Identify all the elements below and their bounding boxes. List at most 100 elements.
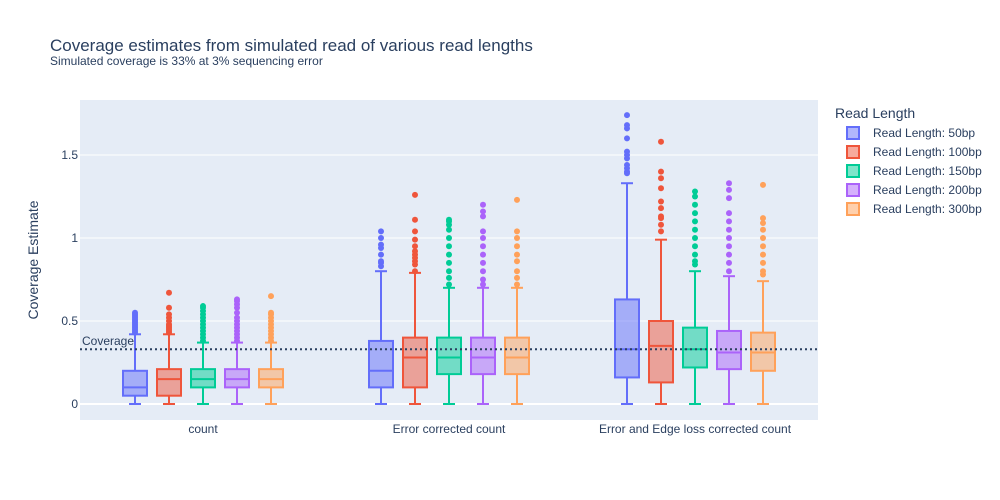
outlier-point [514,268,520,275]
outlier-point [234,296,240,303]
outlier-point [514,258,520,265]
outlier-point [166,304,172,311]
box-body [648,320,674,384]
outlier-point [446,243,452,250]
outlier-point [480,251,486,258]
outlier-point [480,213,486,220]
outlier-point [378,258,384,265]
outlier-point [412,236,418,243]
outlier-point [480,281,486,288]
box [122,309,148,405]
x-tick-label: Error corrected count [393,422,506,436]
legend-label: Read Length: 150bp [873,164,982,178]
outlier-point [446,226,452,233]
outlier-point [726,251,732,258]
legend-label: Read Length: 50bp [873,126,975,140]
outlier-point [446,281,452,288]
legend-swatch [846,145,860,159]
legend-item[interactable]: Read Length: 300bp [846,202,982,216]
box [648,138,674,405]
outlier-point [514,274,520,281]
outlier-point [692,193,698,200]
coverage-label: Coverage [82,334,134,348]
outlier-point [692,210,698,217]
outlier-point [658,205,664,212]
outlier-point [446,235,452,241]
outlier-point [692,226,698,233]
box [190,303,216,405]
outlier-point [692,243,698,250]
outlier-point [480,243,486,250]
outlier-point [726,243,732,250]
coverage-reference: Coverage [80,334,818,351]
outlier-point [726,186,732,193]
outlier-point [268,293,274,300]
box-body [402,336,428,389]
legend-item[interactable]: Read Length: 200bp [846,183,982,197]
outlier-point [692,251,698,258]
outlier-point [514,281,520,288]
box [368,228,394,405]
outlier-point [658,198,664,205]
legend-label: Read Length: 200bp [873,183,982,197]
outlier-point [412,268,418,275]
box [224,296,250,405]
chart-subtitle: Simulated coverage is 33% at 3% sequenci… [50,54,323,68]
outlier-point [658,185,664,192]
outlier-point [726,259,732,266]
box-series [122,112,640,405]
outlier-point [132,309,138,316]
outlier-point [624,148,630,155]
outlier-point [514,251,520,258]
legend-swatch [846,183,860,197]
box-body [368,339,394,389]
outlier-point [658,175,664,182]
outlier-point [692,235,698,241]
outlier-point [268,309,274,316]
legend-label: Read Length: 300bp [873,202,982,216]
outlier-point [446,259,452,266]
outlier-point [760,268,766,275]
box-traces[interactable] [122,112,776,405]
legend-item[interactable]: Read Length: 100bp [846,145,982,159]
box-body [614,298,640,379]
outlier-point [658,138,664,145]
outlier-point [412,248,418,255]
box [750,181,776,405]
outlier-point [692,258,698,265]
box-body [122,369,148,397]
outlier-point [378,228,384,235]
outlier-point [760,259,766,266]
outlier-point [658,228,664,235]
outlier-point [166,311,172,318]
outlier-point [446,268,452,275]
outlier-point [726,268,732,275]
outlier-point [514,243,520,250]
outlier-point [446,274,452,281]
legend-swatch [846,164,860,178]
outlier-point [412,228,418,235]
y-axis-title: Coverage Estimate [25,200,41,319]
x-axis-ticks: count Error corrected count Error and Edge… [188,422,791,436]
box [402,191,428,405]
box-series [156,138,674,405]
outlier-point [480,201,486,208]
legend-item[interactable]: Read Length: 50bp [846,126,975,140]
box [614,112,640,405]
outlier-point [726,180,732,187]
outlier-point [412,243,418,250]
outlier-point [378,251,384,258]
outlier-point [760,181,766,188]
outlier-point [726,195,732,202]
legend[interactable]: Read Length Read Length: 50bp Read Length… [835,105,982,216]
outlier-point [514,228,520,235]
outlier-point [692,218,698,225]
outlier-point [624,135,630,142]
box-body [156,368,182,397]
legend-item[interactable]: Read Length: 150bp [846,164,982,178]
outlier-point [692,188,698,195]
outlier-point [378,235,384,241]
outlier-point [760,220,766,227]
outlier-point [166,289,172,296]
